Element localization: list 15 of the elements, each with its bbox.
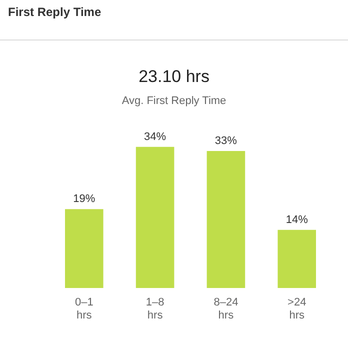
text: 23.10 hrs (138, 67, 210, 86)
chart-title: First Reply Time (8, 5, 102, 19)
data-label: 33% (214, 134, 238, 147)
x-tick-label: 0–1 hrs (74, 296, 94, 322)
data-label: 14% (286, 214, 308, 226)
x-tick-label: 1–8 hrs (146, 296, 164, 322)
data-label: 34% (144, 130, 166, 143)
x-tick-label: >24 hrs (288, 296, 306, 322)
x-tick-label: 8–24 hrs (214, 296, 238, 322)
data-label: 19% (73, 193, 96, 206)
bar (136, 146, 174, 288)
bar (278, 230, 316, 288)
bar (206, 150, 246, 288)
text: Avg. First Reply Time (122, 95, 226, 107)
bar (65, 209, 104, 288)
